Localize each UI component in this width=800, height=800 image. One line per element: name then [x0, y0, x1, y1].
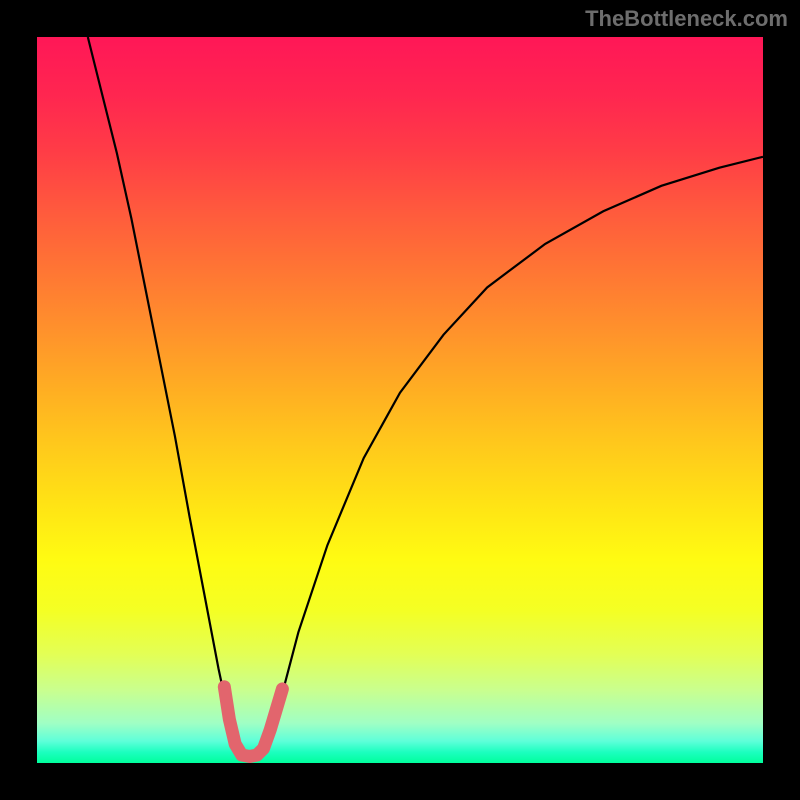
watermark-label: TheBottleneck.com [585, 6, 788, 32]
chart-container: TheBottleneck.com [0, 0, 800, 800]
plot-background [37, 37, 763, 763]
bottleneck-chart [0, 0, 800, 800]
